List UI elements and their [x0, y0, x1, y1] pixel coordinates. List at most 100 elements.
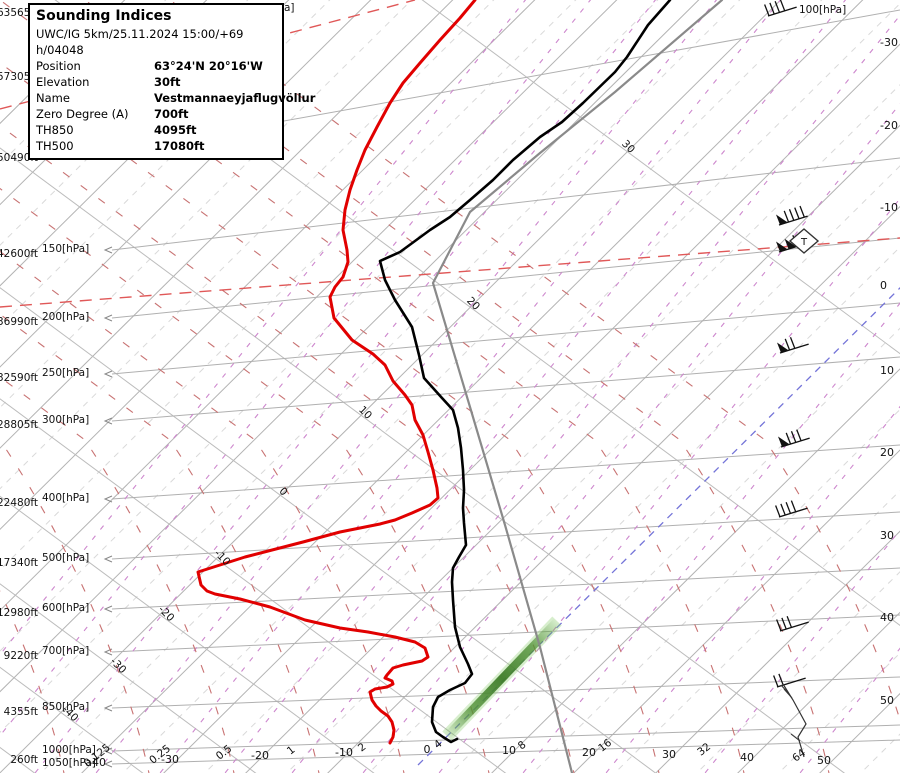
- isotherm-minor-line: [0, 0, 659, 652]
- isotherm-line: [655, 530, 900, 773]
- isobar-line: [111, 676, 900, 709]
- info-value: 4095ft: [154, 123, 197, 137]
- mixing-ratio-label: 0.5: [214, 743, 235, 763]
- isotherm-minor-line: [0, 0, 741, 733]
- wind-barb-part: [775, 241, 788, 252]
- bottom-temperature-tick-label: -40: [88, 756, 106, 769]
- altitude-tick-label: 4355ft: [4, 706, 38, 718]
- moist-adiabat-line: [0, 250, 405, 773]
- altitude-tick-label: 12980ft: [0, 607, 38, 619]
- pressure-tick-label: 150[hPa]: [42, 243, 89, 255]
- mixing-ratio-line: [224, 0, 847, 773]
- isotherm-minor-line: [614, 489, 900, 773]
- wind-barb: [764, 0, 797, 17]
- isobar-tick: [103, 760, 113, 768]
- dry-adiabat-label: 10: [356, 404, 374, 422]
- info-label: Zero Degree (A): [36, 107, 129, 121]
- isobar-tick: [103, 555, 113, 563]
- info-row-th850: TH850 4095ft: [36, 122, 276, 138]
- mixing-ratio-line: [95, 0, 718, 773]
- info-value: 700ft: [154, 107, 189, 121]
- dry-adiabat-line: [0, 583, 257, 773]
- wind-barb-part: [764, 4, 770, 16]
- wind-barb-part: [790, 431, 797, 443]
- isobar-line: [111, 567, 900, 610]
- moist-adiabat-line: [0, 0, 745, 773]
- bottom-temperature-tick-label: 50: [817, 754, 831, 767]
- dry-adiabat-label: -30: [108, 656, 129, 677]
- isotherm-line: [163, 43, 900, 773]
- altitude-tick-label: 17340ft: [0, 557, 38, 569]
- moist-adiabat-line: [0, 439, 150, 773]
- altitude-tick-label: 28805ft: [0, 419, 38, 431]
- right-temperature-tick-label: 20: [880, 446, 894, 459]
- isobar-tick: [103, 314, 113, 322]
- isotherm-minor-line: [40, 0, 823, 773]
- isotherm-line: [0, 0, 536, 530]
- wind-barb-part: [788, 209, 795, 221]
- dry-adiabat-line: [230, 0, 900, 384]
- tropopause-marker-diamond: [788, 228, 820, 254]
- wind-barb-part: [784, 238, 797, 250]
- moist-adiabat-line: [84, 0, 830, 773]
- bottom-temperature-tick-label: 10: [502, 744, 516, 757]
- moist-adiabat-line: [0, 125, 575, 773]
- isotherm-minor-line: [368, 246, 900, 773]
- right-temperature-tick-label: 30: [880, 529, 894, 542]
- isotherm-minor-line: [204, 84, 900, 773]
- wind-barb-part: [778, 673, 784, 686]
- info-row-elevation: Elevation 30ft: [36, 74, 276, 90]
- isobar-tick: [103, 605, 113, 613]
- pressure-tick-label: 200[hPa]: [42, 311, 89, 323]
- isobar-line: [111, 356, 900, 422]
- isotherm-line: [327, 205, 900, 773]
- wind-barb-part: [799, 205, 805, 218]
- wind-barb-part: [769, 2, 775, 15]
- isobar-tick: [103, 747, 113, 755]
- bottom-temperature-tick-label: 30: [662, 748, 676, 761]
- isotherm-minor-line: [122, 2, 900, 773]
- wind-barb: [775, 500, 808, 518]
- wind-barb: [776, 337, 809, 354]
- mixing-ratio-label: 8: [516, 739, 529, 753]
- moist-adiabat-line: [0, 376, 235, 773]
- parcel-curve: [431, 0, 724, 773]
- pressure-tick-label-top-right: 100[hPa]: [799, 4, 846, 16]
- isobar-line: [111, 739, 900, 765]
- dry-adiabat-line: [421, 0, 900, 355]
- right-temperature-tick-label: -30: [880, 36, 898, 49]
- mixing-ratio-line: [159, 0, 782, 773]
- isotherm-minor-line: [0, 0, 413, 409]
- isotherm-line: [245, 124, 900, 773]
- clipped-pressure-label: a]: [284, 2, 295, 14]
- dry-adiabat-line: [0, 287, 657, 773]
- bottom-temperature-tick-label: 0: [424, 743, 431, 756]
- dry-adiabat-line: [0, 398, 507, 773]
- pressure-tick-label: 400[hPa]: [42, 492, 89, 504]
- wind-barb-part: [775, 214, 788, 225]
- mixing-ratio-line: [0, 0, 592, 737]
- mixing-ratio-line: [605, 405, 900, 773]
- mixing-ratio-line: [34, 0, 657, 773]
- altitude-tick-label: 9220ft: [4, 650, 38, 662]
- pressure-tick-label: 700[hPa]: [42, 645, 89, 657]
- isotherm-minor-line: [450, 327, 900, 773]
- isobar-line: [111, 614, 900, 653]
- isobar-tick: [103, 648, 113, 656]
- wind-barb-part: [794, 207, 800, 220]
- mixing-ratio-line: [438, 197, 900, 773]
- isotherm-minor-line: [532, 408, 900, 773]
- right-temperature-tick-label: -10: [880, 201, 898, 214]
- right-temperature-tick-label: -20: [880, 119, 898, 132]
- dewpoint-curve: [196, 0, 477, 745]
- isotherm-minor-line: [860, 733, 900, 773]
- isobar-line: [111, 511, 900, 560]
- altitude-tick-label: 32590ft: [0, 372, 38, 384]
- isotherm-line: [81, 0, 864, 773]
- wind-barb-part: [777, 436, 790, 447]
- info-value: 63°24'N 20°16'W: [154, 59, 263, 73]
- mixing-ratio-line: [704, 529, 900, 773]
- info-row-name: Name Vestmannaeyjaflugvöllur: [36, 90, 315, 106]
